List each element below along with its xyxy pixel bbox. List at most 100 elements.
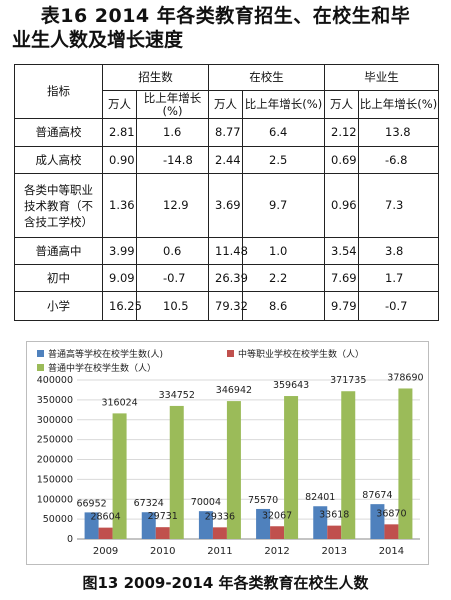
cell: -6.8: [358, 146, 439, 174]
subheader: 万人: [324, 90, 359, 119]
bar: [370, 504, 385, 539]
row-label: 各类中等职业技术教育（不含技工学校）: [14, 173, 103, 238]
data-label: 29336: [205, 511, 235, 522]
data-label: 33618: [319, 510, 349, 521]
cell: 1.36: [102, 173, 137, 238]
cell: 79.32: [208, 291, 248, 321]
table-row: 小学 16.25 10.5 79.32 8.6 9.79 -0.7: [14, 291, 439, 321]
row-label: 普通高中: [14, 237, 103, 265]
cell: -0.7: [358, 291, 439, 321]
table-title: 表16 2014 年各类教育招生、在校生和毕 业生人数及增长速度: [0, 4, 451, 52]
cell: 7.69: [324, 264, 359, 292]
cell: 16.25: [102, 291, 142, 321]
data-label: 28604: [90, 512, 120, 523]
x-tick-label: 2011: [207, 546, 232, 557]
cell: 8.77: [208, 118, 243, 147]
cell: 1.7: [358, 264, 439, 292]
table-row: 初中 9.09 -0.7 26.39 2.2 7.69 1.7: [14, 264, 439, 292]
cell: 0.69: [324, 146, 359, 174]
y-tick-label: 100000: [37, 494, 73, 505]
bar: [212, 527, 227, 539]
legend-swatch: [37, 364, 44, 371]
data-label: 66952: [76, 498, 106, 509]
bar: [341, 391, 356, 539]
cell: 3.8: [358, 237, 439, 265]
data-label: 334752: [159, 390, 195, 401]
data-label: 67324: [134, 498, 164, 509]
data-label: 82401: [305, 492, 335, 503]
legend-swatch: [227, 350, 234, 357]
cell: -0.7: [136, 264, 209, 292]
data-label: 359643: [273, 380, 309, 391]
legend-label: 普通高等学校在校学生数(人): [48, 348, 163, 360]
data-label: 70004: [191, 497, 221, 508]
cell: 6.4: [242, 118, 325, 147]
cell: 2.2: [242, 264, 325, 292]
table-row: 成人高校 0.90 -14.8 2.44 2.5 0.69 -6.8: [14, 146, 439, 174]
y-tick-label: 200000: [37, 455, 73, 466]
cell: 9.09: [102, 264, 137, 292]
subheader: 比上年增长(%): [242, 90, 325, 119]
row-label: 普通高校: [14, 118, 103, 147]
cell: 1.0: [242, 237, 325, 265]
cell: 2.44: [208, 146, 243, 174]
subheader: 比上年增长(%): [358, 90, 439, 119]
bar: [226, 401, 241, 539]
y-tick-label: 50000: [43, 514, 73, 525]
table-row: 普通高中 3.99 0.6 11.48 1.0 3.54 3.8: [14, 237, 439, 265]
cell: 2.5: [242, 146, 325, 174]
group-header: 在校生: [208, 64, 325, 91]
row-label: 初中: [14, 264, 103, 292]
bar: [270, 526, 285, 539]
figure-caption: 图13 2009-2014 年各类教育在校生人数: [82, 574, 369, 592]
y-tick-label: 250000: [37, 435, 73, 446]
y-tick-label: 400000: [37, 375, 73, 386]
cell: 9.7: [242, 173, 325, 238]
legend-swatch: [37, 350, 44, 357]
y-tick-label: 150000: [37, 474, 73, 485]
legend-label: 普通中学在校学生数（人）: [48, 362, 156, 374]
cell: 8.6: [242, 291, 325, 321]
y-tick-label: 300000: [37, 415, 73, 426]
cell: 0.6: [136, 237, 209, 265]
cell: 3.99: [102, 237, 137, 265]
bar: [141, 512, 156, 539]
table-title-line2: 业生人数及增长速度: [12, 29, 184, 51]
bar: [155, 527, 170, 539]
cell: 7.3: [358, 173, 439, 238]
cell: 1.6: [136, 118, 209, 147]
bar: [256, 508, 271, 539]
subheader: 万人: [102, 90, 137, 119]
group-header: 招生数: [102, 64, 209, 91]
cell: -14.8: [136, 146, 209, 174]
bar: [98, 527, 113, 539]
data-label: 378690: [387, 372, 423, 383]
table-row: 各类中等职业技术教育（不含技工学校） 1.36 12.9 3.69 9.7 0.…: [14, 173, 439, 238]
group-header: 毕业生: [324, 64, 439, 91]
cell: 0.90: [102, 146, 137, 174]
data-label: 29731: [148, 511, 178, 522]
cell: 2.12: [324, 118, 359, 147]
chart-container: 0 50000 100000 150000 200000 250000 300000 3500…: [26, 341, 429, 565]
x-tick-label: 2014: [379, 546, 404, 557]
data-label: 87674: [362, 490, 392, 501]
cell: 11.48: [208, 237, 248, 265]
cell: 12.9: [136, 173, 209, 238]
y-tick-label: 0: [67, 534, 73, 545]
bar: [84, 512, 99, 539]
y-tick-label: 350000: [37, 395, 73, 406]
cell: 3.69: [208, 173, 243, 238]
bar: [313, 506, 328, 539]
data-label: 36870: [376, 508, 406, 519]
data-label: 346942: [216, 385, 252, 396]
data-label: 32067: [262, 510, 292, 521]
enrollment-bar-chart: 0 50000 100000 150000 200000 250000 300000 3500…: [37, 348, 424, 557]
x-tick-label: 2010: [150, 546, 175, 557]
cell: 9.79: [324, 291, 359, 321]
bar: [398, 388, 413, 539]
cell: 3.54: [324, 237, 359, 265]
bar: [112, 413, 127, 539]
cell: 10.5: [136, 291, 209, 321]
bar: [198, 511, 213, 539]
cell: 0.96: [324, 173, 359, 238]
